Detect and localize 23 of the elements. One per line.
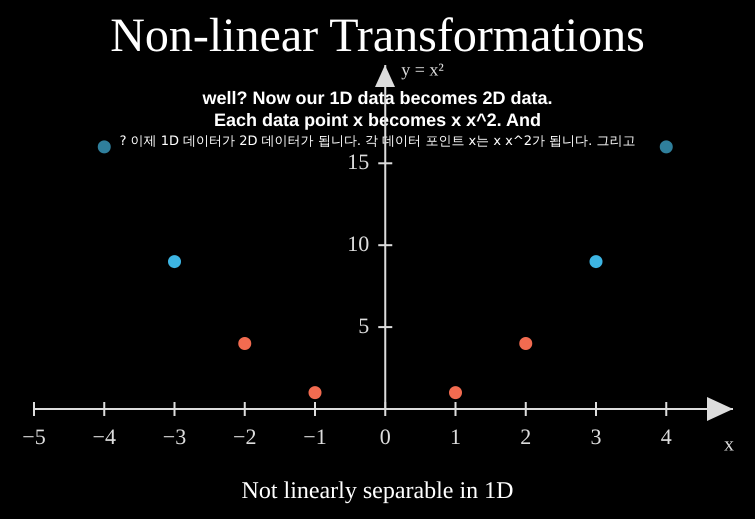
x-tick-label: 2 [520,424,532,449]
point [238,336,252,350]
y-tick-label: 15 [347,149,370,174]
x-tick-label: −4 [92,424,116,449]
x-tick-label: −2 [233,424,256,449]
y-tick-label: 5 [358,312,370,338]
x-tick-label: −3 [162,424,186,449]
point [660,140,673,154]
y-tick-label: 10 [347,230,370,256]
x-tick-label: −1 [303,424,327,449]
x-tick-label: −5 [22,424,46,449]
point [590,255,603,268]
point [98,140,111,154]
point [519,336,532,350]
text: Not linearly separable in 1D [240,478,514,505]
x-tick-label: 4 [660,424,672,449]
point [168,255,182,268]
x-tick-label: 1 [450,424,462,449]
x-tick-label: 3 [590,424,602,449]
point [449,386,462,400]
x-tick-label: 0 [380,424,391,449]
x-axis-title: x [724,433,734,456]
point [308,386,322,400]
